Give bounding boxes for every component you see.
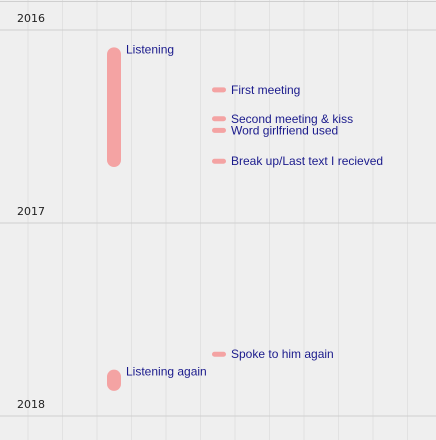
event-point-marker [212,116,226,121]
event-label: First meeting [231,83,300,97]
year-label: 2016 [17,12,45,25]
event-range-bar [107,370,121,391]
event-label: Spoke to him again [231,347,334,361]
event-label: Listening again [126,365,207,379]
event-point-marker [212,159,226,164]
event-label: Word girlfriend used [231,123,338,137]
event-point-marker [212,128,226,133]
event-point-marker [212,87,226,92]
event-label: Break up/Last text I recieved [231,154,383,168]
event-label: Listening [126,42,174,56]
grid-layer [28,0,408,440]
event-point-marker [212,352,226,357]
event-range-bar [107,47,121,167]
year-label: 2018 [17,398,45,411]
year-label: 2017 [17,205,45,218]
